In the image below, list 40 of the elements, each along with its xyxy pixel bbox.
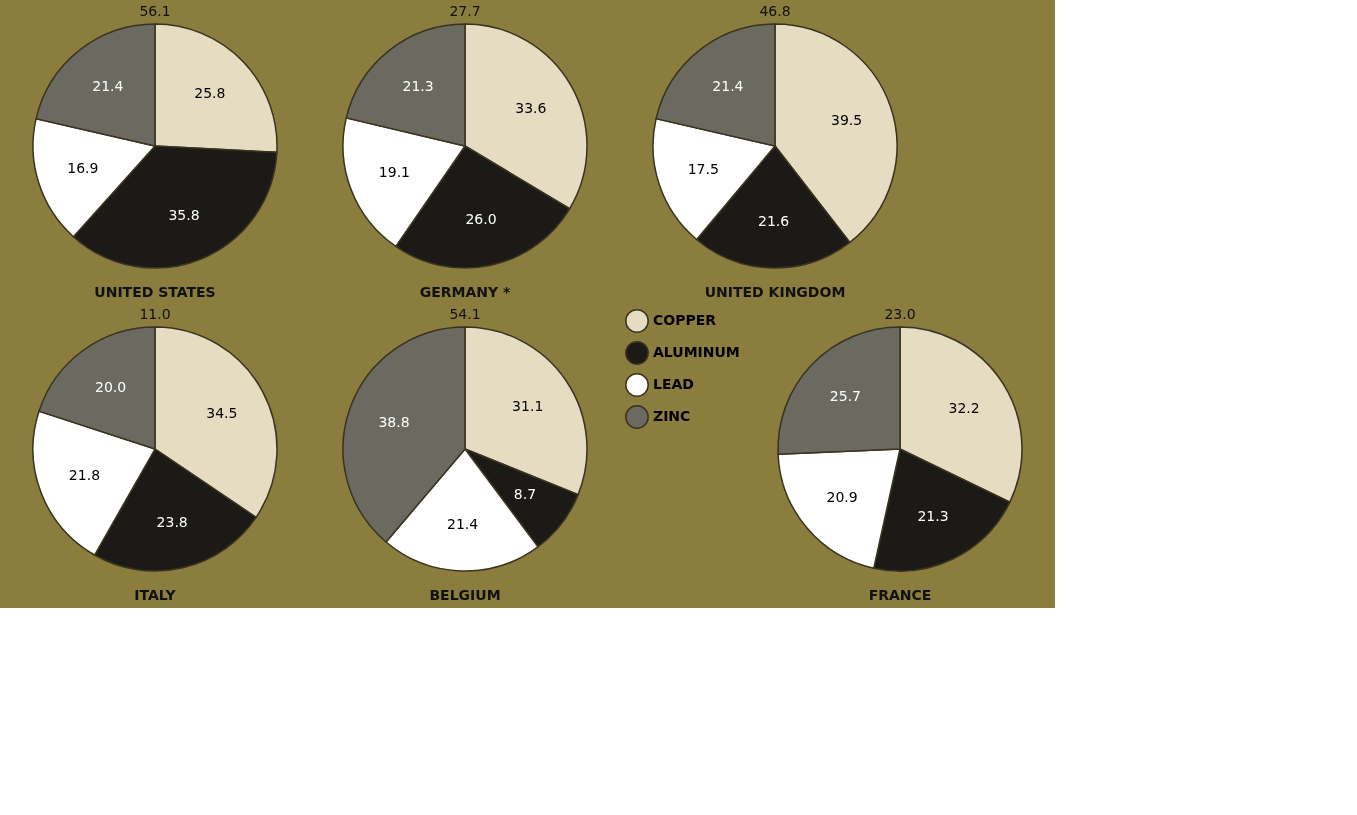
text: 11.0: [139, 306, 171, 322]
legend-label: ALUMINUM: [653, 344, 740, 360]
data-label: 21.3: [917, 508, 949, 525]
data-label: 33.6: [515, 99, 547, 116]
data-label: 19.1: [378, 164, 410, 181]
data-label: 21.4: [92, 77, 124, 94]
data-label: 21.4: [447, 515, 479, 532]
data-label: 25.8: [194, 84, 226, 101]
data-label: 20.0: [94, 378, 127, 395]
data-label: 8.7: [513, 486, 537, 503]
legend-label: COPPER: [653, 312, 717, 328]
legend-label: ZINC: [653, 408, 691, 424]
data-label: 25.7: [829, 387, 861, 404]
data-label: 21.6: [757, 212, 790, 229]
text: GERMANY *: [419, 284, 511, 300]
text: 23.0: [884, 306, 916, 322]
data-label: 21.4: [712, 77, 744, 94]
data-label: 38.8: [378, 413, 410, 430]
data-label: 39.5: [830, 112, 863, 129]
data-label: 32.2: [948, 399, 980, 416]
data-label: 31.1: [512, 397, 544, 414]
data-label: 17.5: [687, 161, 719, 178]
data-label: 23.8: [156, 513, 188, 530]
data-label: 26.0: [465, 210, 497, 227]
data-label: 16.9: [67, 159, 99, 176]
text: 56.1: [139, 3, 171, 19]
text: 46.8: [759, 3, 791, 19]
data-label: 35.8: [168, 206, 200, 223]
text: 54.1: [449, 306, 481, 322]
text: UNITED KINGDOM: [704, 284, 846, 300]
data-label: 21.8: [68, 467, 101, 484]
text: FRANCE: [868, 587, 932, 603]
text: UNITED STATES: [94, 284, 216, 300]
text: 27.7: [449, 3, 481, 19]
legend-label: LEAD: [653, 376, 694, 392]
data-label: 20.9: [826, 488, 858, 505]
data-label: 21.3: [402, 77, 434, 94]
data-label: 34.5: [206, 404, 238, 421]
text: ITALY: [134, 587, 177, 603]
text: BELGIUM: [429, 587, 501, 603]
